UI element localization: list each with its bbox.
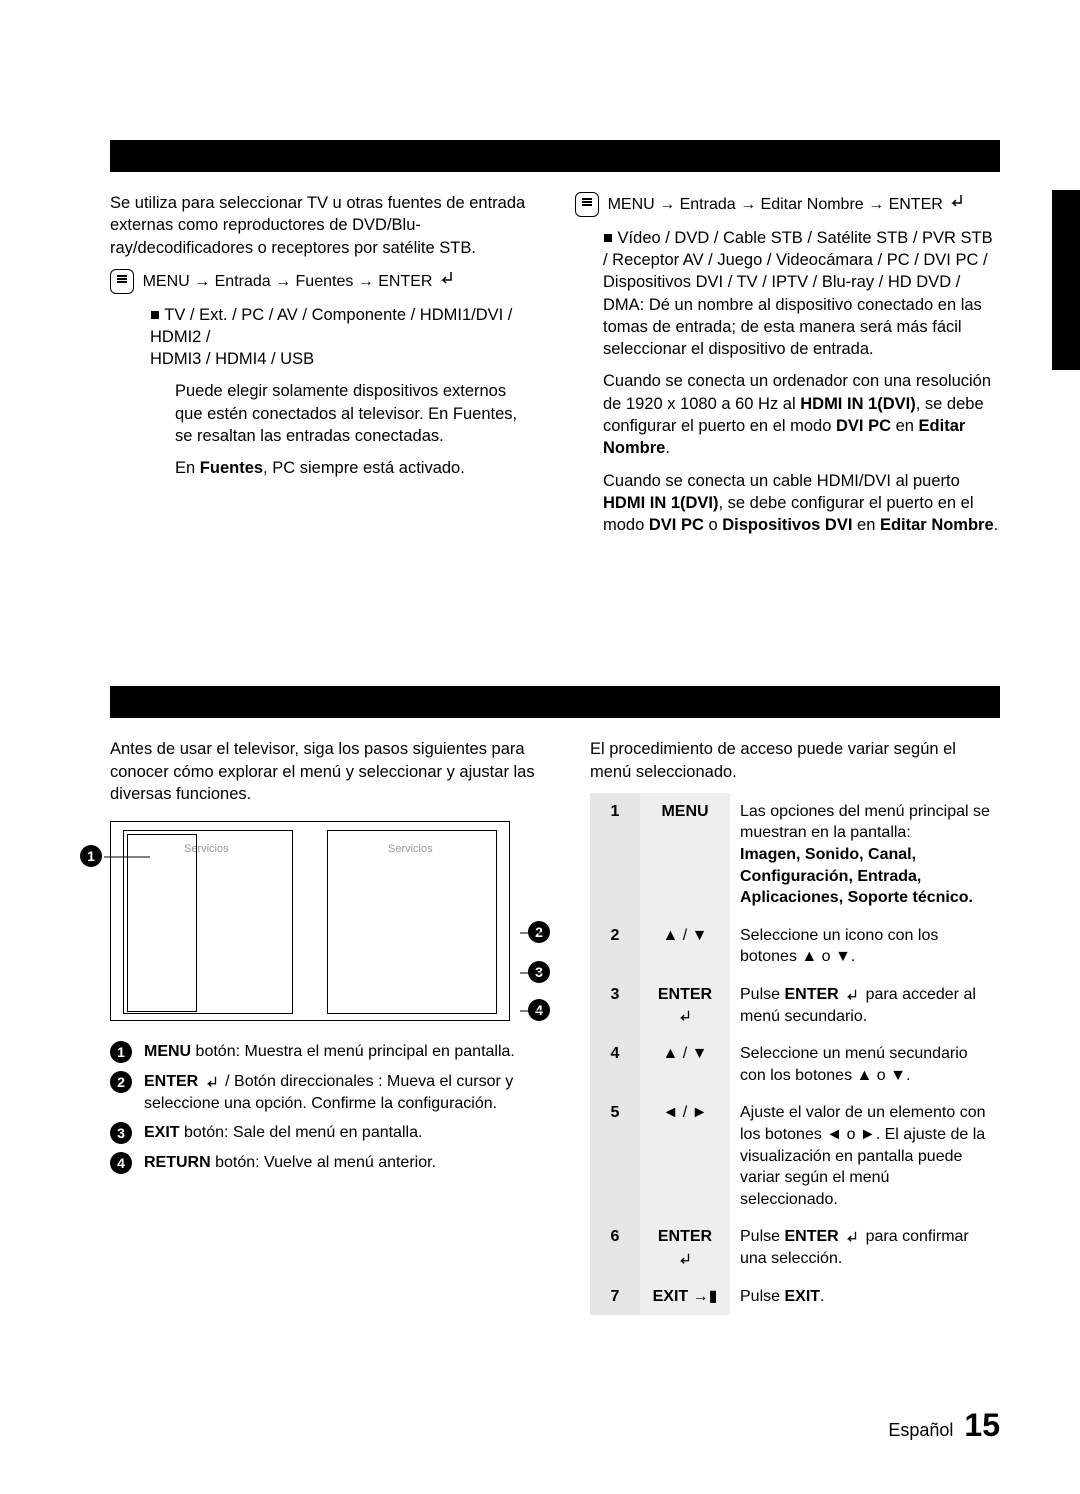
source-note2: En Fuentes, PC, PC siempre está activado… [175, 457, 535, 479]
step-desc: Seleccione un menú secundario con los bo… [730, 1035, 1000, 1094]
page-content: Se utiliza para seleccionar TV u otras f… [0, 0, 1080, 1375]
step-desc: Las opciones del menú principal se muest… [730, 793, 1000, 917]
step-num: 7 [590, 1278, 640, 1316]
edit-name-section: MENU → Entrada → Editar Nombre → ENTER ■… [575, 192, 1000, 546]
source-menu-path: MENU → Entrada → Fuentes → ENTER [110, 269, 535, 294]
table-row: 6 ENTER Pulse ENTER para confirmar una s… [590, 1218, 1000, 1277]
source-section: Se utiliza para seleccionar TV u otras f… [110, 192, 535, 546]
nav-menus-section: Antes de usar el televisor, siga los pas… [110, 738, 550, 1315]
legend-num-2: 2 [110, 1071, 132, 1093]
callout-2: 2 [528, 921, 550, 943]
osd-steps-table: 1 MENU Las opciones del menú principal s… [590, 793, 1000, 1315]
step-key: ◄ / ► [640, 1094, 730, 1218]
source-options-line1: ■ TV / Ext. / PC / AV / Componente / HDM… [150, 306, 512, 346]
legend-text-4: RETURN botón: Vuelve al menú anterior. [144, 1152, 436, 1174]
step-desc: Ajuste el valor de un elemento con los b… [730, 1094, 1000, 1218]
legend-num-1: 1 [110, 1041, 132, 1063]
legend: 1 MENU botón: Muestra el menú principal … [110, 1041, 550, 1174]
editname-note1: Cuando se conecta un ordenador con una r… [603, 370, 1000, 459]
step-num: 6 [590, 1218, 640, 1277]
rd-right-box: Servicios [327, 830, 497, 1014]
step-num: 5 [590, 1094, 640, 1218]
editname-menu-path: MENU → Entrada → Editar Nombre → ENTER [575, 192, 1000, 217]
top-black-bar [110, 140, 1000, 172]
step-desc: Seleccione un icono con los botones ▲ o … [730, 917, 1000, 976]
page-lang: Español [888, 1420, 953, 1440]
step-key: ▲ / ▼ [640, 1035, 730, 1094]
table-row: 7 EXIT →▮ Pulse EXIT. [590, 1278, 1000, 1316]
spacer [110, 546, 1000, 686]
rd-left-box: Servicios [123, 830, 293, 1014]
rd-right-title: Servicios [388, 843, 433, 855]
step-num: 4 [590, 1035, 640, 1094]
step-num: 3 [590, 976, 640, 1035]
source-note1: Puede elegir solamente dispositivos exte… [175, 380, 535, 447]
remote-diagram-wrap: 1 Servicios Servicios 2 3 4 [110, 821, 550, 1021]
step-num: 2 [590, 917, 640, 976]
step-desc: Pulse ENTER para confirmar una selección… [730, 1218, 1000, 1277]
callout-4: 4 [528, 999, 550, 1021]
rd-left-inner [127, 834, 197, 1012]
editname-list: ■ Vídeo / DVD / Cable STB / Satélite STB… [603, 227, 1000, 361]
nav-intro: Antes de usar el televisor, siga los pas… [110, 738, 550, 805]
bottom-two-col: Antes de usar el televisor, siga los pas… [110, 738, 1000, 1315]
enter-icon [437, 270, 457, 292]
legend-text-3: EXIT botón: Sale del menú en pantalla. [144, 1122, 422, 1144]
bottom-black-bar [110, 686, 1000, 718]
step-desc: Pulse ENTER para acceder al menú secunda… [730, 976, 1000, 1035]
legend-text-1: MENU botón: Muestra el menú principal en… [144, 1041, 515, 1063]
table-row: 2 ▲ / ▼ Seleccione un icono con los boto… [590, 917, 1000, 976]
step-key: EXIT →▮ [640, 1278, 730, 1316]
enter-icon [947, 193, 967, 215]
legend-row-1: 1 MENU botón: Muestra el menú principal … [110, 1041, 550, 1063]
menu-icon [110, 269, 134, 294]
page-number: Español 15 [888, 1407, 1000, 1444]
source-intro: Se utiliza para seleccionar TV u otras f… [110, 192, 535, 259]
legend-row-4: 4 RETURN botón: Vuelve al menú anterior. [110, 1152, 550, 1174]
step-desc: Pulse EXIT. [730, 1278, 1000, 1316]
source-options: ■ TV / Ext. / PC / AV / Componente / HDM… [150, 304, 535, 371]
editname-list-tail: Dé un nombre al dispositivo conectado en… [603, 296, 982, 359]
step-key: ENTER [640, 1218, 730, 1277]
legend-num-3: 3 [110, 1122, 132, 1144]
legend-text-2: ENTER / Botón direccionales : Mueva el c… [144, 1071, 550, 1114]
top-two-col: Se utiliza para seleccionar TV u otras f… [110, 192, 1000, 546]
source-options-line2: HDMI3 / HDMI4 / USB [150, 350, 314, 368]
page-no: 15 [964, 1407, 1000, 1443]
table-row: 1 MENU Las opciones del menú principal s… [590, 793, 1000, 917]
osd-intro: El procedimiento de acceso puede variar … [590, 738, 1000, 783]
step-key: MENU [640, 793, 730, 917]
legend-row-3: 3 EXIT botón: Sale del menú en pantalla. [110, 1122, 550, 1144]
table-row: 4 ▲ / ▼ Seleccione un menú secundario co… [590, 1035, 1000, 1094]
legend-row-2: 2 ENTER / Botón direccionales : Mueva el… [110, 1071, 550, 1114]
remote-diagram: Servicios Servicios [110, 821, 510, 1021]
legend-num-4: 4 [110, 1152, 132, 1174]
step-num: 1 [590, 793, 640, 917]
table-row: 5 ◄ / ► Ajuste el valor de un elemento c… [590, 1094, 1000, 1218]
menu-icon [575, 192, 599, 217]
table-row: 3 ENTER Pulse ENTER para acceder al menú… [590, 976, 1000, 1035]
callout-3: 3 [528, 961, 550, 983]
callout-1: 1 [80, 845, 102, 867]
editname-note2: Cuando se conecta un cable HDMI/DVI al p… [603, 470, 1000, 537]
step-key: ENTER [640, 976, 730, 1035]
osd-section: El procedimiento de acceso puede variar … [590, 738, 1000, 1315]
step-key: ▲ / ▼ [640, 917, 730, 976]
